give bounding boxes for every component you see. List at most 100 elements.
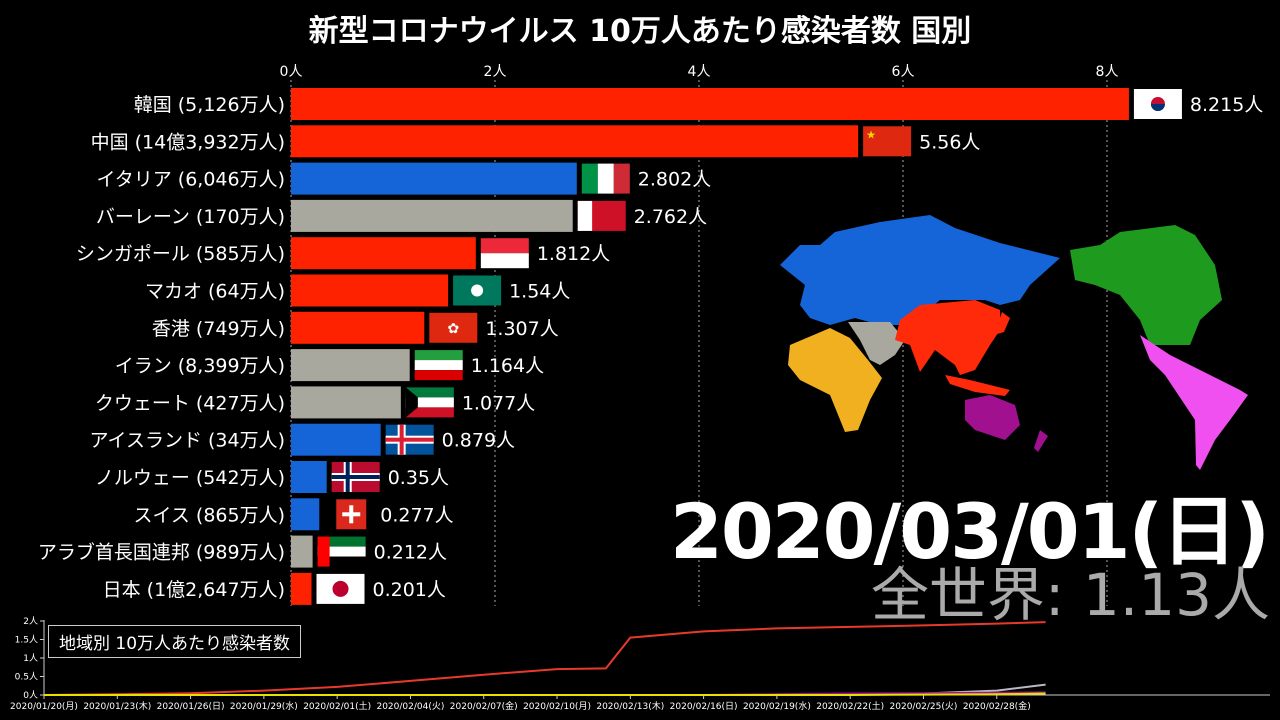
bar-row: スイス (865万人) 0.277人 (133, 498, 454, 531)
flag-part (581, 163, 598, 194)
bar-row: ノルウェー (542万人) 0.35人 (95, 461, 449, 493)
flag-part (317, 536, 366, 547)
y-tick-label: 0.5人 (15, 672, 38, 683)
x-tick-label: 2020/01/26(日) (157, 701, 225, 712)
flag-part (331, 475, 380, 479)
map-japan (994, 312, 1010, 335)
flag-part (405, 407, 454, 418)
bar-label: 中国 (14億3,932万人) (91, 131, 285, 153)
bar-row: マカオ (64万人) 1.54人 (145, 274, 570, 307)
bar-is (291, 423, 381, 456)
value-label: 1.307人 (485, 318, 558, 340)
value-label: 0.212人 (374, 542, 447, 564)
world-total: 全世界: 1.13人 (870, 561, 1270, 629)
bar-row: イラン (8,399万人) 1.164人 (115, 349, 544, 382)
series-line-asia (43, 621, 1046, 696)
bar-ae (291, 535, 313, 568)
flag-bh-icon (577, 200, 626, 231)
x-tick-label: 2人 (484, 64, 507, 80)
flag-part (414, 360, 463, 371)
flag-part (405, 397, 454, 408)
bar-row: アイスランド (34万人) 0.879人 (89, 423, 515, 456)
flag-kw-icon (405, 387, 454, 418)
x-tick-label: 2020/02/13(木) (596, 700, 664, 712)
value-label: 5.56人 (919, 131, 980, 153)
value-label: 8.215人 (1190, 94, 1263, 116)
flag-part (414, 350, 463, 361)
y-tick-label: 2人 (23, 616, 38, 627)
flag-part (332, 580, 349, 597)
bar-kw (291, 386, 401, 419)
x-tick-label: 2020/02/16(日) (670, 701, 738, 712)
flag-part (480, 238, 529, 254)
bar-row: シンガポール (585万人) 1.812人 (76, 237, 610, 270)
map-middle-east (848, 322, 905, 365)
x-tick-label: 4人 (688, 64, 711, 80)
bar-label: スイス (865万人) (133, 504, 285, 526)
bar-row: 香港 (749万人) ✿ 1.307人 (152, 311, 559, 344)
map-asia (895, 300, 1000, 375)
flag-part (597, 163, 614, 194)
bar-label: アイスランド (34万人) (89, 430, 285, 452)
flag-part (577, 200, 593, 231)
line-chart: 0人 0.5人 1人 1.5人 2人 2020/01/20(月) 2020/01/23(木)… (10, 616, 1270, 712)
map-africa (788, 328, 882, 432)
flag-part (471, 284, 484, 297)
x-tick-label: 2020/02/28(金) (963, 700, 1031, 712)
x-tick-label: 2020/02/25(火) (890, 701, 958, 712)
map-south-america (1140, 335, 1248, 470)
line-chart-title: 地域別 10万人あたり感染者数 (48, 625, 302, 658)
flag-ir-icon (414, 350, 463, 381)
flag-no-icon (331, 462, 380, 492)
bar-mo (291, 274, 449, 307)
flag-part (613, 163, 630, 194)
value-label: 1.54人 (509, 281, 570, 303)
flag-part (385, 437, 434, 442)
flag-part (317, 556, 366, 567)
map-oceania (965, 395, 1020, 440)
bar-label: クウェート (427万人) (95, 392, 285, 414)
world-map (780, 215, 1248, 470)
x-tick-label: 2020/02/19(水) (743, 700, 811, 712)
value-label: 0.879人 (442, 430, 515, 452)
bar-it (291, 162, 577, 195)
bar-label: ノルウェー (542万人) (95, 467, 285, 489)
flag-ch-icon (336, 499, 367, 530)
x-tick-label: 2020/02/01(土) (303, 700, 371, 712)
bar-cn (291, 125, 859, 158)
flag-jp-icon (316, 573, 365, 604)
value-label: 2.762人 (634, 206, 707, 228)
flag-cn-icon: ★ (863, 126, 912, 157)
bar-ir (291, 349, 410, 382)
flag-is-icon (385, 424, 434, 455)
flag-part (480, 253, 529, 269)
x-tick-label: 2020/01/20(月) (10, 701, 78, 712)
value-label: 0.277人 (380, 504, 453, 526)
bar-label: 日本 (1億2,647万人) (103, 579, 285, 601)
x-tick-label: 2020/02/10(月) (523, 701, 591, 712)
bar-label: 香港 (749万人) (152, 318, 285, 340)
map-north-america (1070, 225, 1222, 345)
bar-row: イタリア (6,046万人) 2.802人 (97, 162, 711, 195)
flag-part: ✿ (447, 321, 459, 337)
map-new-zealand (1034, 430, 1048, 452)
flag-part (342, 512, 361, 517)
flag-kr-icon (1133, 89, 1182, 119)
bar-label: マカオ (64万人) (145, 281, 285, 303)
bar-row: 日本 (1億2,647万人) 0.201人 (103, 572, 446, 605)
bar-label: バーレーン (170万人) (96, 206, 285, 228)
bar-sg (291, 237, 476, 270)
flag-ae-icon (317, 536, 366, 567)
bar-hk (291, 311, 425, 344)
y-tick-label: 1.5人 (15, 635, 38, 646)
x-tick-label: 6人 (892, 64, 915, 80)
bar-row: 韓国 (5,126万人) 8.215人 (134, 88, 1263, 120)
x-tick-label: 2020/01/23(木) (83, 700, 151, 712)
bar-label: 韓国 (5,126万人) (134, 94, 285, 116)
series-line-europe (44, 692, 1046, 696)
bar-no (291, 461, 327, 493)
chart-title: 新型コロナウイルス 10万人あたり感染者数 国別 (308, 14, 972, 49)
flag-hk-icon: ✿ (429, 312, 478, 343)
flag-part (863, 126, 912, 157)
map-europe-russia (780, 215, 1060, 325)
